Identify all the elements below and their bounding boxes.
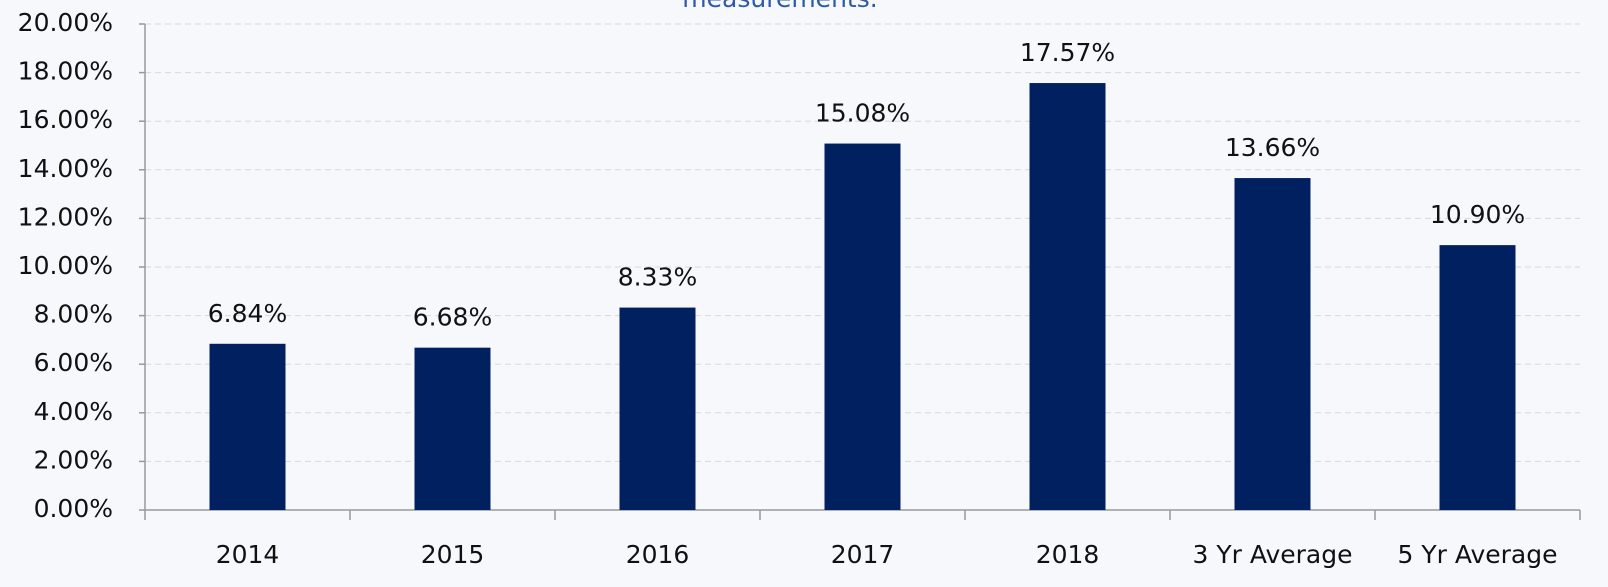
chart-title: measurements. (682, 0, 877, 13)
bar (619, 307, 696, 510)
y-tick-label: 18.00% (18, 57, 113, 86)
value-label: 8.33% (618, 263, 697, 292)
y-tick-label: 20.00% (18, 8, 113, 37)
value-label: 6.68% (413, 303, 492, 332)
x-tick-label: 3 Yr Average (1192, 540, 1352, 569)
y-tick-label: 8.00% (34, 300, 113, 329)
y-tick-label: 16.00% (18, 105, 113, 134)
y-tick-label: 12.00% (18, 202, 113, 231)
value-label: 17.57% (1020, 38, 1115, 67)
y-tick-label: 10.00% (18, 251, 113, 280)
y-tick-label: 14.00% (18, 154, 113, 183)
value-label: 10.90% (1430, 200, 1525, 229)
value-label: 15.08% (815, 99, 910, 128)
x-tick-label: 2018 (1036, 540, 1100, 569)
bar (209, 343, 286, 510)
x-tick-label: 5 Yr Average (1397, 540, 1557, 569)
bar (414, 347, 491, 510)
bar (1439, 245, 1516, 510)
y-tick-label: 4.00% (34, 397, 113, 426)
y-tick-label: 6.00% (34, 348, 113, 377)
value-label: 13.66% (1225, 133, 1320, 162)
bar (1234, 178, 1311, 510)
y-tick-label: 0.00% (34, 494, 113, 523)
value-label: 6.84% (208, 299, 287, 328)
bar (824, 143, 901, 510)
x-tick-label: 2014 (216, 540, 280, 569)
bar (1029, 83, 1106, 510)
x-tick-label: 2017 (831, 540, 895, 569)
x-tick-label: 2015 (421, 540, 485, 569)
y-tick-label: 2.00% (34, 445, 113, 474)
x-tick-label: 2016 (626, 540, 690, 569)
